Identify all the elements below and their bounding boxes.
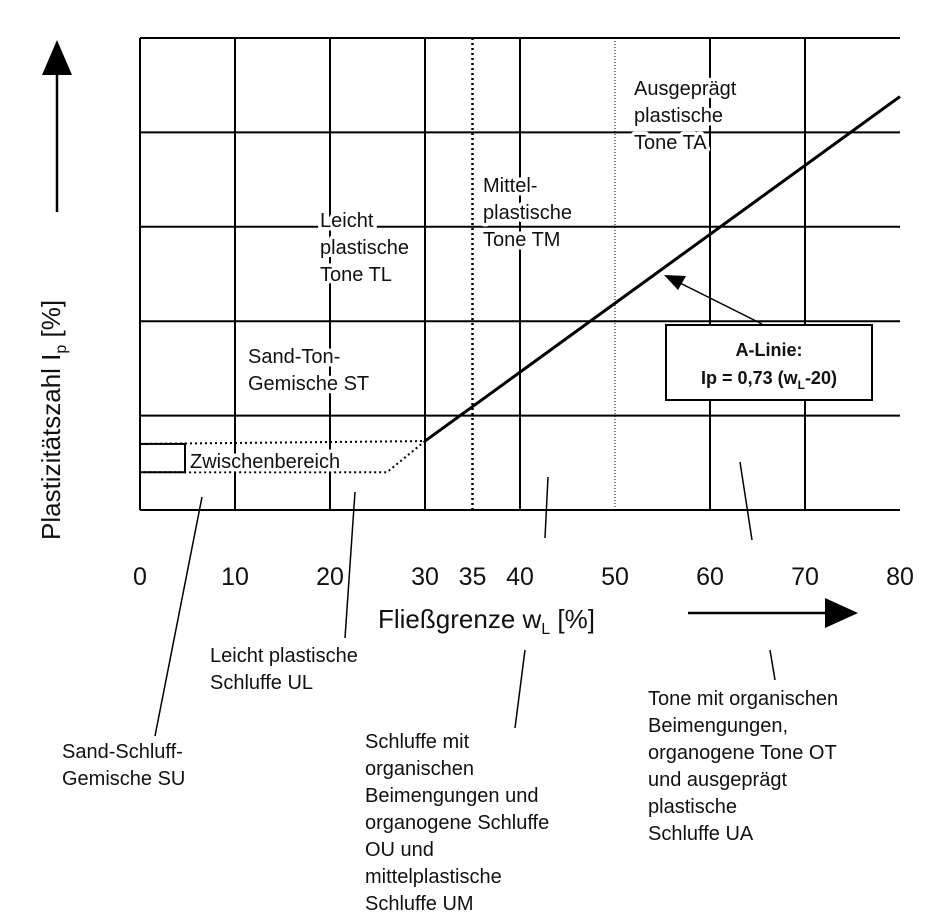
- region-label: Leicht: [320, 210, 374, 232]
- region-label: Sand-Ton-: [248, 346, 340, 368]
- leader: [544, 476, 549, 539]
- annotation: Tone mit organischen: [648, 688, 838, 710]
- leader: [769, 649, 776, 681]
- annotation: organogene Schluffe: [365, 812, 549, 834]
- annotation: Beimengungen,: [648, 715, 788, 737]
- y-label-main: Plastizitätszahl I: [36, 354, 66, 540]
- annotation: organischen: [365, 758, 474, 780]
- region-label: Tone TM: [483, 229, 560, 251]
- a-line: [424, 95, 901, 443]
- annotation: Schluffe UM: [365, 893, 474, 915]
- region-label: Gemische ST: [248, 373, 369, 395]
- x-arrow-head: [825, 598, 858, 628]
- x-tick-label: 80: [886, 563, 914, 591]
- region-label: Tone TA: [634, 132, 707, 154]
- region-label: Ausgeprägt: [634, 78, 737, 100]
- x-tick-label: 70: [791, 563, 819, 591]
- region-label: plastische: [483, 202, 572, 224]
- annotation: mittelplastische: [365, 866, 502, 888]
- leader: [154, 496, 203, 737]
- x-tick-label: 30: [411, 563, 439, 591]
- y-arrow-head: [42, 40, 72, 75]
- leader: [514, 649, 526, 729]
- x-tick-label: 40: [506, 563, 534, 591]
- region-label: Mittel-: [483, 175, 537, 197]
- formula-b: -20): [805, 368, 837, 388]
- x-tick-label: 20: [316, 563, 344, 591]
- a-line-box: [665, 324, 873, 401]
- a-line-title: A-Linie:: [736, 340, 803, 360]
- x-tick-label: 10: [221, 563, 249, 591]
- x-label-main: Fließgrenze w: [378, 604, 541, 634]
- x-label-sub: L: [541, 621, 550, 638]
- x-tick-label: 60: [696, 563, 724, 591]
- annotation: Leicht plastische: [210, 645, 358, 667]
- annotation: organogene Tone OT: [648, 742, 837, 764]
- formula-sub: L: [798, 378, 805, 392]
- formula-a: Ip = 0,73 (w: [701, 368, 799, 388]
- zone-box: [139, 442, 186, 474]
- annotation: Schluffe UL: [210, 672, 313, 694]
- annotation: Schluffe UA: [648, 823, 754, 845]
- zone-label: Zwischenbereich: [190, 451, 340, 473]
- annotation: Sand-Schluff-: [62, 741, 183, 763]
- region-label: plastische: [634, 105, 723, 127]
- x-label-unit: [%]: [550, 604, 595, 634]
- x-tick-label: 50: [601, 563, 629, 591]
- region-label: plastische: [320, 237, 409, 259]
- annotation: Gemische SU: [62, 768, 185, 790]
- y-label-unit: [%]: [36, 300, 66, 345]
- annotation: Beimengungen und: [365, 785, 538, 807]
- x-tick-label: 0: [133, 563, 147, 591]
- a-line-formula: Ip = 0,73 (wL-20): [701, 368, 837, 392]
- y-label-sub: p: [53, 345, 70, 354]
- leader: [344, 491, 356, 639]
- annotation: OU und: [365, 839, 434, 861]
- region-label: Tone TL: [320, 264, 392, 286]
- a-line-pointer: [679, 282, 763, 325]
- x-axis-label: Fließgrenze wL [%]: [378, 604, 595, 638]
- leaders: [154, 461, 776, 737]
- annotation: plastische: [648, 796, 737, 818]
- y-axis-label: Plastizitätszahl Ip [%]: [36, 300, 70, 540]
- leader: [739, 461, 753, 541]
- x-tick-label: 35: [459, 563, 487, 591]
- a-line-pointer-head: [664, 275, 686, 290]
- annotation: und ausgeprägt: [648, 769, 787, 791]
- annotation: Schluffe mit: [365, 731, 470, 753]
